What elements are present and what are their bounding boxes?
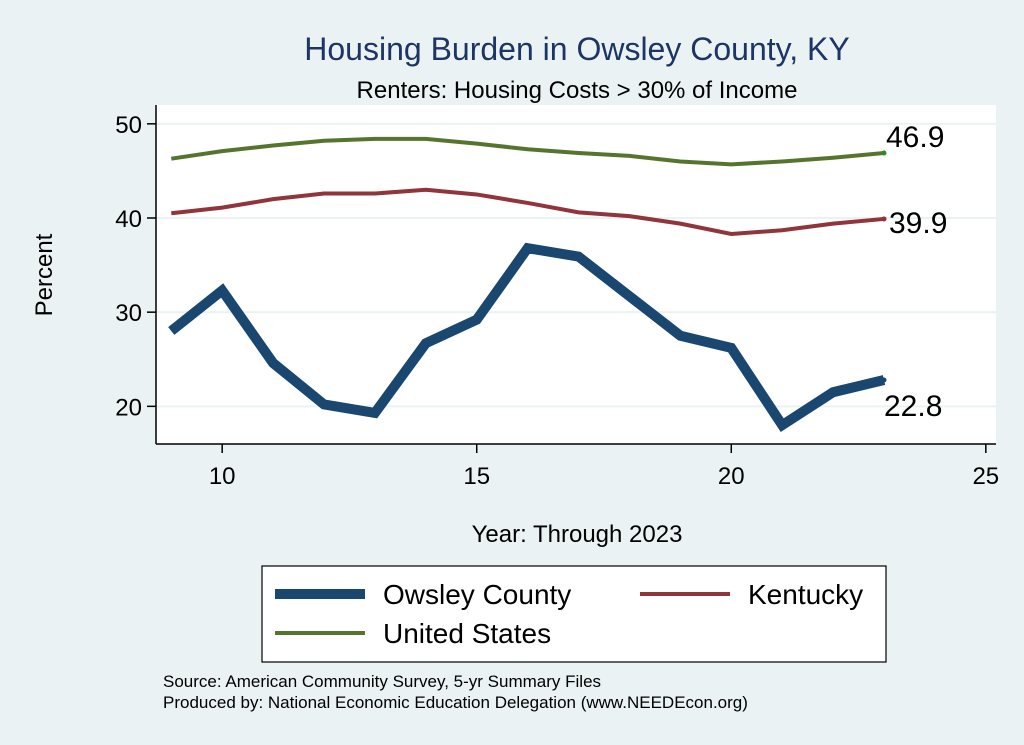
- end-label-owsley-county: 22.8: [884, 390, 942, 423]
- end-label-united-states: 46.9: [886, 121, 944, 154]
- legend: Owsley County Kentucky United States: [261, 565, 887, 663]
- end-point-united-states: [881, 150, 887, 156]
- x-tick-label-25: 25: [972, 463, 999, 490]
- x-axis-label: Year: Through 2023: [472, 521, 683, 548]
- axes: 20 30 40 50 10 15 20 25: [115, 105, 999, 490]
- x-tick-label-15: 15: [463, 463, 490, 490]
- legend-label-united-states: United States: [383, 618, 551, 649]
- grid-lines: [156, 122, 996, 408]
- end-point-owsley-county: [881, 377, 887, 383]
- y-tick-label-40: 40: [115, 206, 142, 233]
- series-lines: [168, 136, 886, 433]
- series-line-united-states: [170, 136, 885, 167]
- source-note: Source: American Community Survey, 5-yr …: [163, 672, 601, 691]
- end-labels: 46.9 39.9 22.8: [881, 121, 947, 423]
- end-label-kentucky: 39.9: [889, 207, 947, 240]
- end-point-kentucky: [881, 216, 887, 222]
- chart-subtitle: Renters: Housing Costs > 30% of Income: [357, 77, 798, 104]
- y-tick-label-30: 30: [115, 300, 142, 327]
- legend-box: [261, 565, 887, 663]
- chart-title: Housing Burden in Owsley County, KY: [304, 31, 849, 67]
- y-tick-label-50: 50: [115, 112, 142, 139]
- producer-note: Produced by: National Economic Education…: [163, 693, 748, 712]
- y-tick-label-20: 20: [115, 394, 142, 421]
- legend-label-owsley-county: Owsley County: [383, 579, 571, 610]
- y-axis-label: Percent: [31, 233, 58, 316]
- series-line-kentucky: [171, 187, 885, 237]
- legend-label-kentucky: Kentucky: [748, 579, 863, 610]
- x-tick-label-20: 20: [718, 463, 745, 490]
- x-tick-label-10: 10: [209, 463, 236, 490]
- series-line-owsley-county: [168, 242, 886, 433]
